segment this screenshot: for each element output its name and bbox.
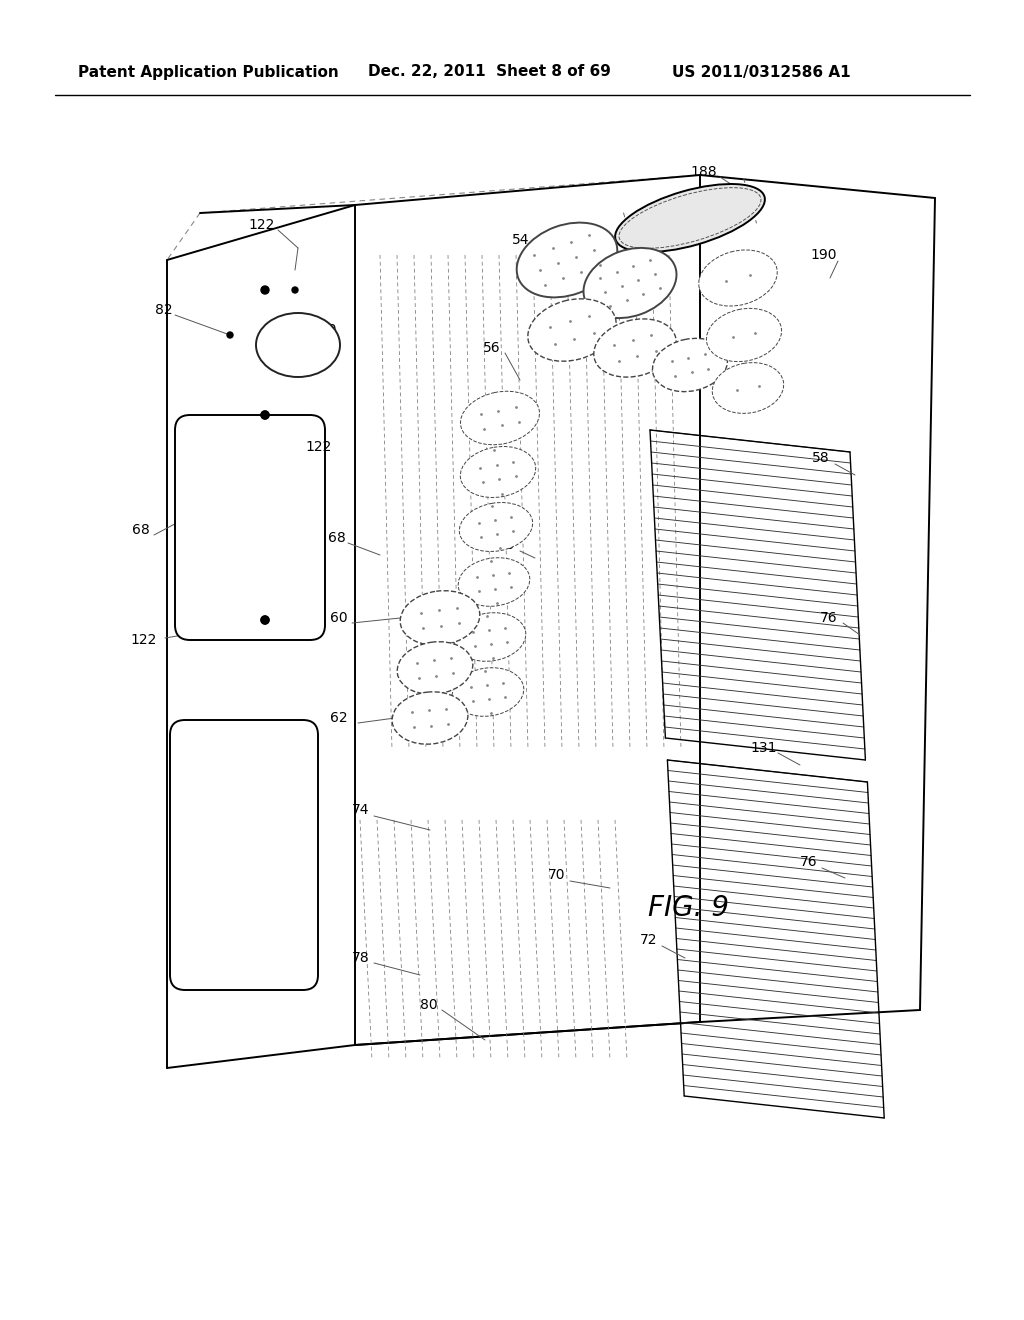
Ellipse shape [397,642,473,694]
Ellipse shape [594,319,676,378]
Ellipse shape [461,391,540,445]
Text: FIG. 9: FIG. 9 [648,894,729,921]
Text: 76: 76 [820,611,838,624]
Text: 68: 68 [328,531,346,545]
Ellipse shape [584,248,677,318]
Circle shape [261,616,269,624]
Text: 188: 188 [690,165,717,180]
Ellipse shape [517,223,617,297]
Ellipse shape [713,363,783,413]
Text: Dec. 22, 2011  Sheet 8 of 69: Dec. 22, 2011 Sheet 8 of 69 [368,65,611,79]
Ellipse shape [460,503,532,552]
Text: 74: 74 [352,803,370,817]
Ellipse shape [392,692,468,744]
Circle shape [292,286,298,293]
Circle shape [261,411,269,418]
Text: 130: 130 [488,539,514,552]
Text: 56: 56 [483,341,501,355]
Text: 72: 72 [640,933,657,946]
Ellipse shape [461,446,536,498]
Text: 82: 82 [155,304,173,317]
Text: 94: 94 [488,461,506,475]
Text: 54: 54 [512,234,529,247]
Ellipse shape [698,249,777,306]
Text: US 2011/0312586 A1: US 2011/0312586 A1 [672,65,851,79]
Ellipse shape [256,313,340,378]
Ellipse shape [652,338,728,392]
FancyBboxPatch shape [170,719,318,990]
FancyBboxPatch shape [175,414,325,640]
Text: 122: 122 [248,218,274,232]
Text: 190: 190 [810,248,837,261]
Ellipse shape [455,612,525,661]
Ellipse shape [458,558,529,606]
Text: Patent Application Publication: Patent Application Publication [78,65,339,79]
Text: 60: 60 [330,611,347,624]
Ellipse shape [707,309,781,362]
Text: 122: 122 [305,440,332,454]
Text: 70: 70 [548,869,565,882]
Ellipse shape [615,183,765,252]
Ellipse shape [527,298,616,362]
Ellipse shape [453,668,524,717]
Circle shape [261,286,269,294]
Circle shape [227,333,233,338]
Text: 190: 190 [310,323,337,337]
Text: 58: 58 [812,451,829,465]
Text: 62: 62 [330,711,347,725]
Ellipse shape [400,590,480,645]
Text: 122: 122 [130,634,157,647]
Text: 78: 78 [352,950,370,965]
Circle shape [261,411,269,418]
Text: 76: 76 [800,855,817,869]
Text: 131: 131 [750,741,776,755]
Circle shape [261,616,269,624]
Text: 80: 80 [420,998,437,1012]
Text: 68: 68 [132,523,150,537]
